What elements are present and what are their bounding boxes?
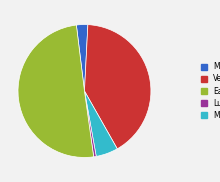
Legend: Mercury, Venus, Earth, Luna, Mars: Mercury, Venus, Earth, Luna, Mars	[199, 60, 220, 122]
Wedge shape	[76, 25, 88, 91]
Wedge shape	[18, 25, 94, 157]
Wedge shape	[84, 91, 96, 157]
Wedge shape	[84, 25, 151, 149]
Wedge shape	[84, 91, 117, 156]
